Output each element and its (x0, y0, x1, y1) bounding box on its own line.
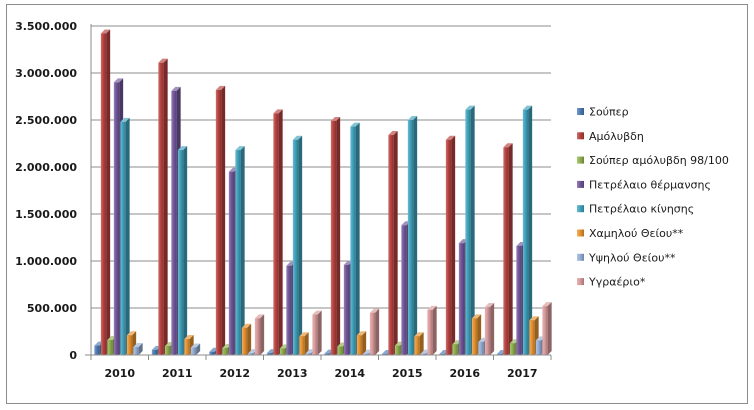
y-axis-ticks: 0 500.000 1.000.000 1.500.000 2.000.000 2.500… (15, 20, 77, 362)
bar (388, 131, 398, 355)
bar (158, 58, 168, 355)
legend-label: Πετρέλαιο θέρμανσης (589, 178, 711, 191)
bar (427, 305, 437, 355)
y-tick-label: 2.000.000 (15, 161, 77, 174)
axes (85, 24, 551, 356)
legend-swatch (577, 205, 584, 213)
x-tick-label: 2017 (507, 367, 538, 380)
legend-swatch (577, 253, 584, 261)
legend-label: Υψηλού Θείου** (588, 251, 676, 264)
legend-label: Χαμηλού Θείου** (589, 227, 684, 240)
x-tick-label: 2016 (449, 367, 480, 380)
legend: Σούπερ Αμόλυβδη Σούπερ αμόλυβδη 98/100 Πετρ… (577, 106, 729, 289)
y-tick-label: 0 (69, 349, 77, 362)
legend-swatch (577, 108, 584, 115)
bar (414, 332, 424, 355)
legend-swatch (577, 229, 584, 237)
bar (369, 308, 380, 355)
bar (503, 143, 513, 355)
bar (177, 146, 188, 355)
bar (330, 116, 341, 355)
legend-item: Πετρέλαιο θέρμανσης (577, 178, 711, 191)
legend-item: Χαμηλού Θείου** (577, 227, 684, 240)
bar (241, 323, 252, 355)
bar (133, 343, 143, 355)
legend-item: Αμόλυβδη (577, 130, 644, 143)
legend-label: Πετρέλαιο κίνησης (589, 203, 694, 216)
y-tick-label: 1.000.000 (15, 255, 77, 268)
x-tick-label: 2010 (104, 367, 135, 380)
bar (350, 122, 360, 355)
legend-swatch (577, 180, 584, 188)
legend-item: Πετρέλαιο κίνησης (577, 203, 694, 216)
legend-label: Σούπερ (589, 106, 629, 119)
legend-item: Σούπερ (577, 106, 629, 119)
bar (299, 332, 309, 355)
bar (312, 310, 322, 355)
legend-item: Σούπερ αμόλυβδη 98/100 (577, 154, 729, 167)
y-tick-label: 1.500.000 (15, 208, 77, 221)
bar (190, 343, 201, 355)
legend-item: Υψηλού Θείου** (577, 251, 676, 264)
legend-swatch (577, 278, 584, 286)
bar (522, 105, 533, 355)
y-tick-label: 3.500.000 (15, 20, 77, 33)
bar (215, 85, 226, 356)
bar (484, 303, 495, 355)
x-tick-label: 2014 (334, 367, 365, 380)
bar (100, 29, 111, 356)
bar (273, 109, 283, 355)
x-tick-label: 2013 (277, 367, 308, 380)
y-tick-label: 3.000.000 (15, 67, 77, 80)
legend-item: Υγραέριο* (577, 276, 646, 289)
x-tick-label: 2012 (219, 367, 250, 380)
bar (356, 331, 367, 355)
x-axis-ticks: 2010 2011 2012 2013 2014 2015 2016 2017 (90, 355, 552, 380)
bar (445, 135, 456, 355)
y-tick-label: 2.500.000 (15, 114, 77, 127)
bar (465, 105, 475, 355)
bar (407, 116, 418, 355)
y-tick-label: 500.000 (27, 302, 77, 315)
bars (94, 29, 552, 356)
x-tick-label: 2011 (162, 367, 193, 380)
legend-label: Αμόλυβδη (589, 130, 644, 143)
bar (254, 314, 265, 355)
bar (292, 135, 303, 355)
x-tick-label: 2015 (392, 367, 423, 380)
legend-label: Σούπερ αμόλυβδη 98/100 (589, 154, 729, 167)
legend-label: Υγραέριο* (588, 276, 646, 289)
legend-swatch (577, 132, 584, 140)
bar (120, 117, 130, 355)
legend-swatch (577, 156, 584, 164)
bar (542, 302, 552, 355)
bar (235, 146, 245, 355)
